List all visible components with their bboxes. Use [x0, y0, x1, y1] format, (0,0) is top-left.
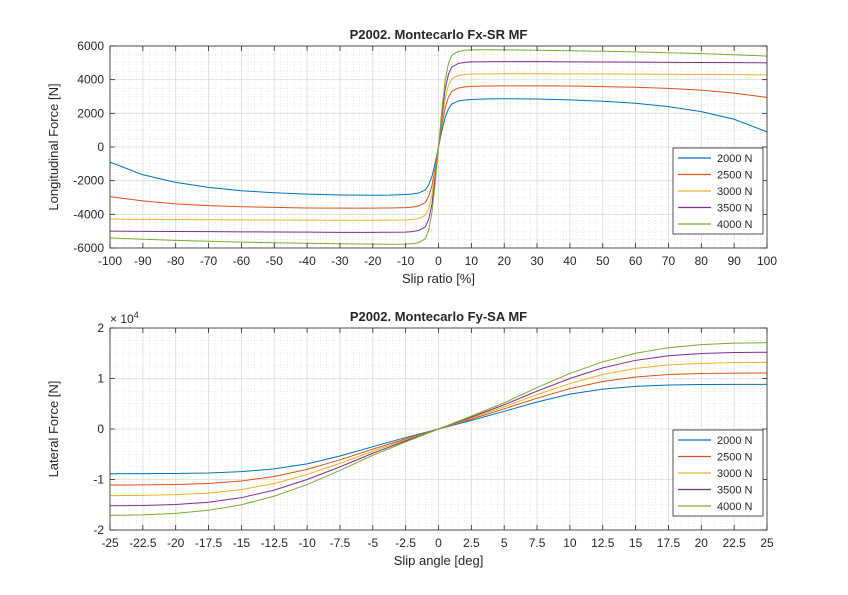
legend-item: 4000 N [678, 501, 753, 513]
legend-label: 2500 N [717, 452, 753, 464]
x-tick-label: 30 [530, 254, 544, 268]
x-tick-label: 0 [435, 254, 442, 268]
legend-item: 2500 N [678, 452, 753, 464]
x-axis-label: Slip ratio [%] [402, 271, 475, 286]
y-axis-label: Lateral Force [N] [46, 381, 61, 478]
ticks: -25 -22.5 -20 -17.5 -15 -12.5 -10 -7.5 -5 -2.5 0 2.… [93, 321, 774, 550]
x-tick-label: -15 [233, 536, 251, 550]
legend-label: 2500 N [717, 170, 753, 182]
ticks: -100 -90 -80 -70 -60 -50 -40 -30 -20 -10 0 10 20 30 40… [73, 39, 777, 268]
legend-item: 3500 N [678, 485, 753, 497]
y-tick-label: 4000 [77, 73, 104, 87]
y-tick-label: -2 [93, 523, 104, 537]
legend-label: 4000 N [717, 219, 753, 231]
legend-label: 3000 N [717, 468, 753, 480]
x-tick-label: 50 [596, 254, 610, 268]
chart-title: P2002. Montecarlo Fy-SA MF [350, 309, 527, 324]
x-tick-label: -7.5 [330, 536, 351, 550]
x-tick-label: 7.5 [529, 536, 546, 550]
x-tick-label: -60 [233, 254, 251, 268]
legend-item: 4000 N [678, 219, 753, 231]
x-tick-label: 100 [757, 254, 777, 268]
x-tick-label: 25 [760, 536, 774, 550]
y-tick-label: -1 [93, 473, 104, 487]
legend-label: 3000 N [717, 186, 753, 198]
chart-longitudinal-force: -100 -90 -80 -70 -60 -50 -40 -30 -20 -10 0 10 20 30 40… [46, 27, 777, 286]
x-tick-label: 2.5 [463, 536, 480, 550]
y-tick-label: 2000 [77, 106, 104, 120]
y-tick-label: -4000 [73, 207, 104, 221]
x-tick-label: -20 [364, 254, 382, 268]
legend-item: 2500 N [678, 170, 753, 182]
x-tick-label: -10 [298, 536, 316, 550]
x-tick-label: -20 [167, 536, 185, 550]
legend: 2000 N 2500 N 3000 N 3500 N 4000 N [672, 147, 764, 235]
y-tick-label: -6000 [73, 241, 104, 255]
x-tick-label: -50 [266, 254, 284, 268]
legend-label: 4000 N [717, 501, 753, 513]
y-tick-label: 0 [97, 422, 104, 436]
x-tick-label: 15 [629, 536, 643, 550]
series-line-4000-N [109, 49, 768, 245]
x-tick-label: 90 [727, 254, 741, 268]
y-tick-label: 0 [97, 140, 104, 154]
chart-title: P2002. Montecarlo Fx-SR MF [350, 27, 528, 42]
x-tick-label: 20 [695, 536, 709, 550]
chart-lateral-force: -25 -22.5 -20 -17.5 -15 -12.5 -10 -7.5 -5 -2.5 0 2.… [46, 309, 774, 568]
y-axis-label: Longitudinal Force [N] [46, 83, 61, 210]
legend-item: 3000 N [678, 186, 753, 198]
legend-label: 3500 N [717, 203, 753, 215]
legend-item: 3000 N [678, 468, 753, 480]
x-tick-label: 70 [662, 254, 676, 268]
legend-item: 3500 N [678, 203, 753, 215]
series-group [109, 49, 768, 245]
y-tick-label: -2000 [73, 174, 104, 188]
x-tick-label: -30 [331, 254, 349, 268]
y-axis-multiplier: × 104 [110, 310, 139, 326]
x-tick-label: -90 [134, 254, 152, 268]
x-tick-label: 10 [563, 536, 577, 550]
x-tick-label: 22.5 [722, 536, 746, 550]
x-tick-label: -12.5 [261, 536, 289, 550]
y-tick-label: 6000 [77, 39, 104, 53]
x-tick-label: -17.5 [195, 536, 223, 550]
legend-label: 2000 N [717, 435, 753, 447]
series-group [109, 342, 768, 516]
x-tick-label: -80 [167, 254, 185, 268]
x-tick-label: -25 [101, 536, 119, 550]
legend-item: 2000 N [678, 153, 753, 165]
x-tick-label: 17.5 [657, 536, 681, 550]
x-tick-label: 10 [465, 254, 479, 268]
y-tick-label: 2 [97, 321, 104, 335]
x-tick-label: -10 [397, 254, 415, 268]
legend: 2000 N 2500 N 3000 N 3500 N 4000 N [672, 429, 764, 517]
x-tick-label: 80 [695, 254, 709, 268]
x-tick-label: -100 [98, 254, 122, 268]
legend-label: 3500 N [717, 485, 753, 497]
x-tick-label: -22.5 [129, 536, 157, 550]
series-line-4000-N [109, 342, 768, 516]
legend-item: 2000 N [678, 435, 753, 447]
x-tick-label: 12.5 [591, 536, 615, 550]
x-tick-label: 0 [435, 536, 442, 550]
x-tick-label: 60 [629, 254, 643, 268]
x-tick-label: -2.5 [395, 536, 416, 550]
x-tick-label: 5 [501, 536, 508, 550]
x-tick-label: -40 [298, 254, 316, 268]
y-tick-label: 1 [97, 372, 104, 386]
y-axis-multiplier-exponent: 4 [134, 310, 139, 320]
x-tick-label: 20 [498, 254, 512, 268]
legend-label: 2000 N [717, 153, 753, 165]
x-tick-label: -5 [367, 536, 378, 550]
x-tick-label: 40 [563, 254, 577, 268]
x-tick-label: -70 [200, 254, 218, 268]
x-axis-label: Slip angle [deg] [394, 553, 484, 568]
